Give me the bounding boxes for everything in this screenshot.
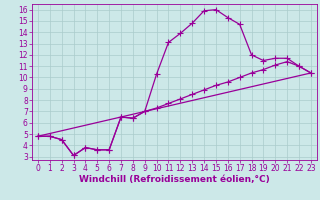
X-axis label: Windchill (Refroidissement éolien,°C): Windchill (Refroidissement éolien,°C) xyxy=(79,175,270,184)
